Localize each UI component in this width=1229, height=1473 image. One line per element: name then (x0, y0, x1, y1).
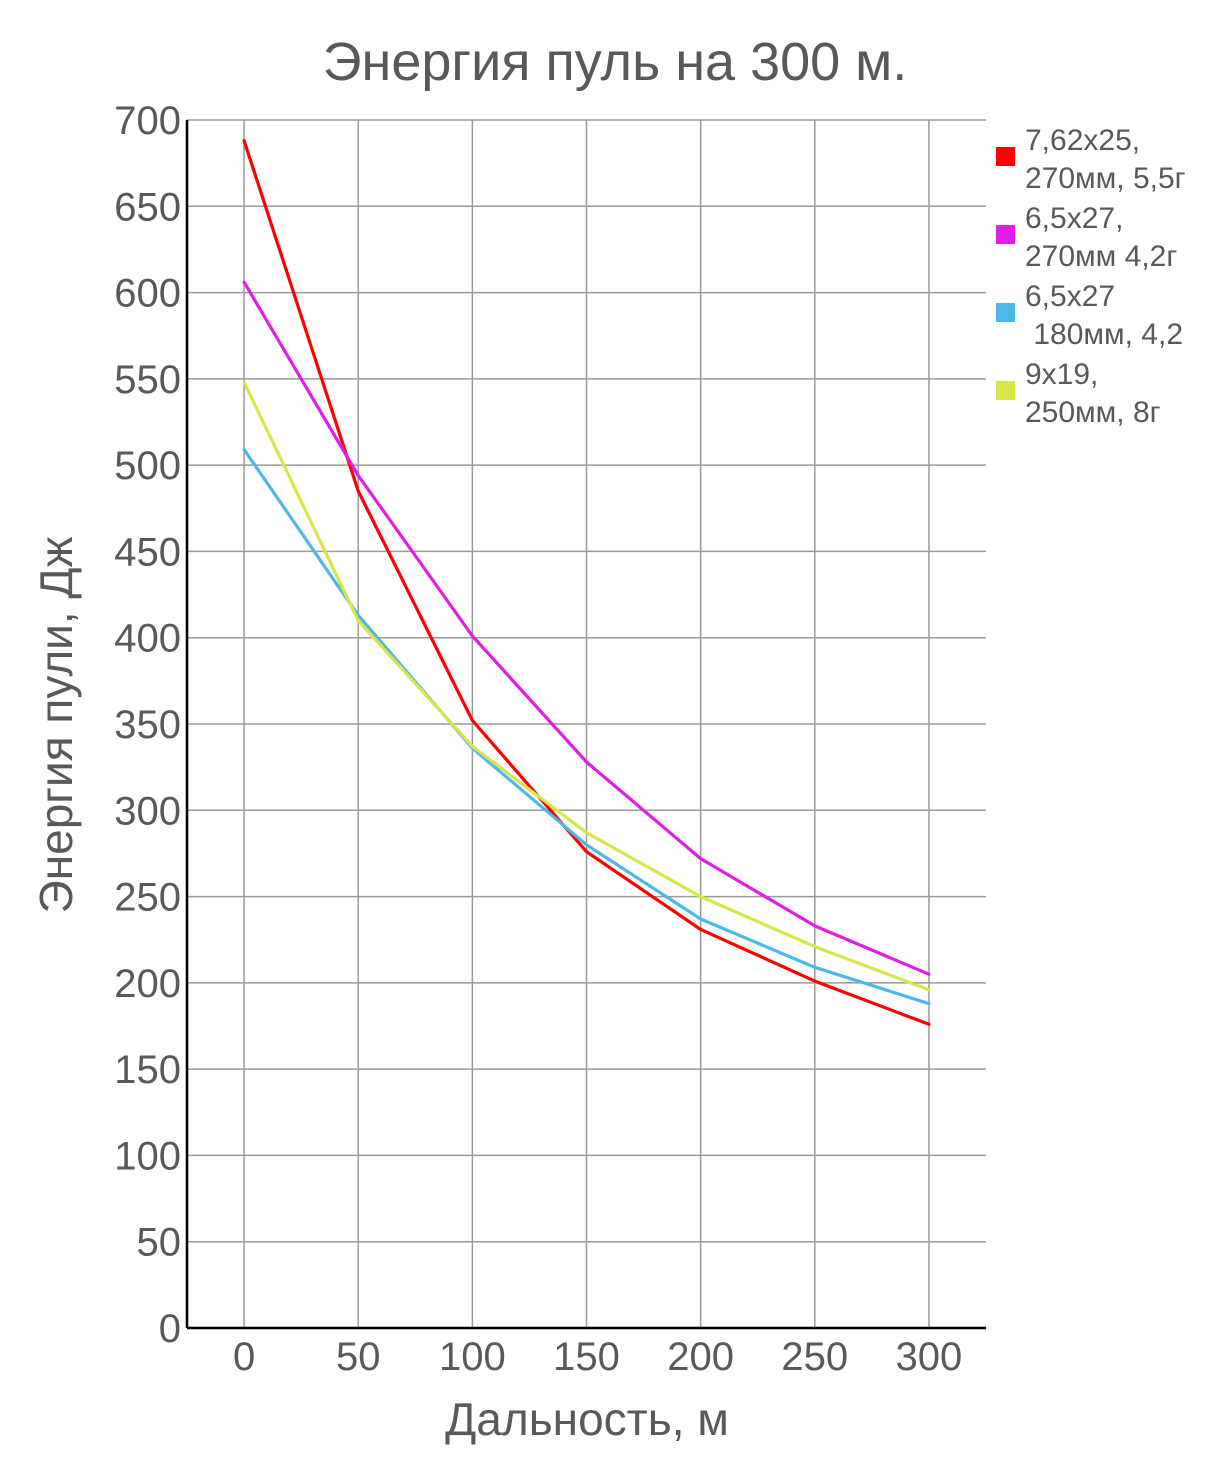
y-tick-label: 50 (137, 1221, 182, 1265)
legend-label-4: 9x19, (1025, 358, 1098, 391)
x-axis-label: Дальность, м (445, 1393, 729, 1445)
x-tick-label: 0 (233, 1335, 255, 1379)
legend-swatch-1 (996, 147, 1015, 166)
x-tick-label: 50 (336, 1335, 381, 1379)
legend: 7,62x25, 270мм, 5,5г 6,5x27, 270мм 4,2г 6,5x… (996, 124, 1186, 429)
legend-label-2: 270мм 4,2г (1025, 240, 1177, 273)
y-tick-label: 0 (159, 1307, 181, 1351)
y-tick-label: 150 (114, 1048, 181, 1092)
y-tick-label: 350 (114, 703, 181, 747)
legend-label-1: 7,62x25, (1025, 124, 1140, 157)
chart-title: Энергия пуль на 300 м. (323, 32, 908, 92)
x-tick-label: 100 (439, 1335, 506, 1379)
y-tick-label: 200 (114, 962, 181, 1006)
legend-label-1: 270мм, 5,5г (1025, 162, 1186, 195)
grid (187, 119, 986, 1328)
legend-swatch-3 (996, 303, 1015, 322)
x-tick-label: 300 (896, 1335, 963, 1379)
y-tick-label: 500 (114, 444, 181, 488)
legend-label-4: 250мм, 8г (1025, 396, 1161, 429)
legend-label-3: 6,5x27 (1025, 280, 1115, 313)
series-lines (242, 139, 931, 1026)
legend-swatch-4 (996, 381, 1015, 400)
y-axis-ticks: 0 50 100 150 200 250 300 350 400 450 500 550 600 650 7… (114, 99, 181, 1351)
y-tick-label: 300 (114, 789, 181, 833)
y-axis-label: Энергия пули, Дж (30, 536, 82, 913)
y-tick-label: 600 (114, 272, 181, 316)
series-line-2 (242, 280, 931, 976)
x-tick-label: 150 (553, 1335, 620, 1379)
y-tick-label: 100 (114, 1134, 181, 1178)
series-line-3 (242, 448, 931, 1006)
legend-swatch-2 (996, 225, 1015, 244)
legend-label-2: 6,5x27, (1025, 202, 1123, 235)
y-tick-label: 550 (114, 358, 181, 402)
x-tick-label: 200 (667, 1335, 734, 1379)
y-tick-label: 700 (114, 99, 181, 143)
y-tick-label: 250 (114, 876, 181, 920)
series-line-1 (242, 139, 931, 1026)
y-tick-label: 450 (114, 530, 181, 574)
series-line-4 (242, 380, 931, 992)
x-axis-ticks: 0 50 100 150 200 250 300 (233, 1335, 962, 1379)
y-tick-label: 400 (114, 617, 181, 661)
x-tick-label: 250 (781, 1335, 848, 1379)
legend-label-3: 180мм, 4,2 (1025, 318, 1183, 351)
y-tick-label: 650 (114, 185, 181, 229)
